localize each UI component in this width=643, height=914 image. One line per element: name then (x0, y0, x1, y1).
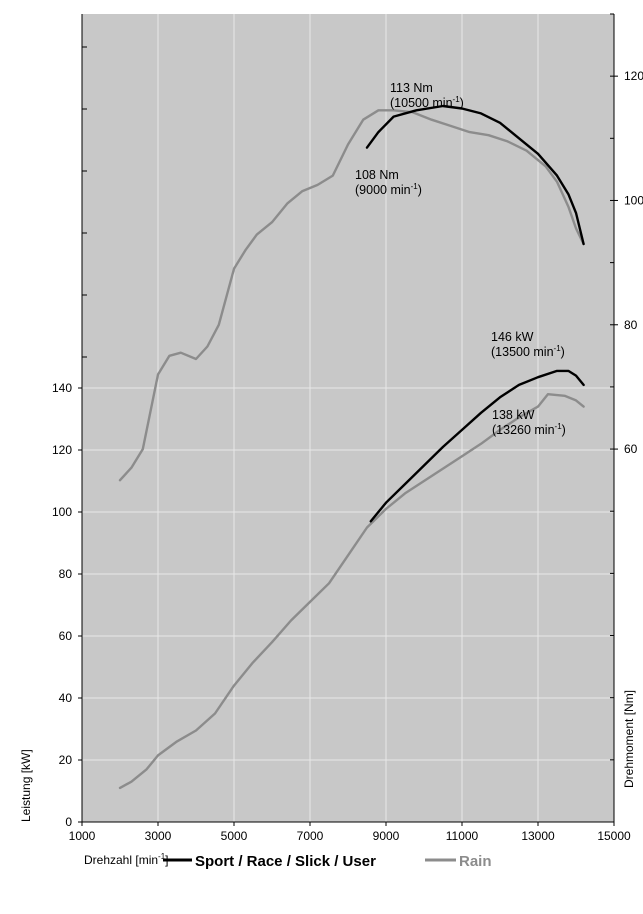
legend-label-sport: Sport / Race / Slick / User (195, 853, 376, 870)
y-left-tick-label: 0 (65, 815, 72, 829)
annotation-rain-power: 138 kW (13260 min-1) (492, 408, 566, 437)
x-tick-label: 15000 (597, 829, 631, 843)
y-left-tick-label: 140 (52, 381, 72, 395)
y-left-tick-label: 60 (59, 629, 73, 643)
annotation-sport-torque: 113 Nm (10500 min-1) (390, 81, 464, 110)
x-tick-label: 5000 (221, 829, 248, 843)
x-tick-label: 11000 (446, 829, 479, 843)
x-axis-title: Drehzahl [min-1] (84, 852, 169, 867)
series-line-rain-torque (118, 109, 585, 482)
y-left-axis-ticks: 0 20 40 60 80 100 120 140 (52, 46, 87, 829)
y-left-tick-label: 20 (59, 753, 73, 767)
x-axis-ticks: 1000 3000 5000 7000 9000 11000 13000 15000 (69, 822, 631, 843)
series-line-sport-torque (365, 104, 585, 246)
legend-label-rain: Rain (459, 853, 492, 870)
annotation-label: 113 Nm (390, 81, 433, 95)
y-right-tick-label: 60 (624, 442, 638, 456)
y-right-axis-title: Drehmoment [Nm] (622, 690, 636, 788)
annotation-label: 138 kW (492, 408, 535, 422)
annotation-label: 146 kW (491, 330, 534, 344)
y-right-tick-label: 80 (624, 318, 638, 332)
x-tick-label: 13000 (521, 829, 555, 843)
x-tick-label: 7000 (297, 829, 324, 843)
annotation-rpm: (9000 min-1) (355, 182, 422, 197)
x-tick-label: 1000 (69, 829, 96, 843)
y-left-tick-label: 80 (59, 567, 73, 581)
series-line-rain-power (118, 393, 585, 790)
y-left-tick-label: 40 (59, 691, 73, 705)
y-left-tick-label: 100 (52, 505, 72, 519)
y-left-tick-label: 120 (52, 443, 72, 457)
annotation-rpm: (13500 min-1) (491, 344, 565, 359)
y-left-axis-title: Leistung [kW] (19, 749, 33, 822)
series-lines (118, 104, 585, 790)
annotation-rpm: (13260 min-1) (492, 422, 566, 437)
x-tick-label: 9000 (373, 829, 400, 843)
series-line-sport-power (369, 369, 585, 523)
annotation-label: 108 Nm (355, 168, 399, 182)
y-right-tick-label: 100 (624, 193, 643, 207)
y-right-axis-ticks: 60 80 100 120 (610, 13, 643, 761)
gridlines (81, 14, 615, 823)
annotation-rpm: (10500 min-1) (390, 95, 464, 110)
annotation-rain-torque: 108 Nm (9000 min-1) (355, 168, 422, 197)
annotation-sport-power: 146 kW (13500 min-1) (491, 330, 565, 359)
plot-area (82, 14, 614, 822)
y-right-tick-label: 120 (624, 69, 643, 83)
x-tick-label: 3000 (145, 829, 172, 843)
legend: Sport / Race / Slick / User Rain (163, 853, 492, 870)
